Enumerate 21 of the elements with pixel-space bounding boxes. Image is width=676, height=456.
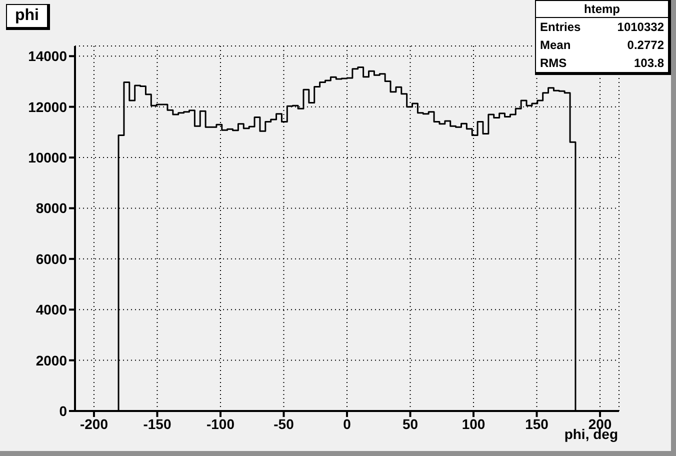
text: htemp	[536, 1, 668, 18]
x-tick-label: -50	[274, 416, 294, 432]
x-tick-label: -100	[206, 416, 235, 432]
y-tick-label: 12000	[28, 98, 68, 115]
y-tick-label: 2000	[36, 352, 68, 368]
text: RMS 103.8	[540, 56, 664, 70]
y-tick-label: 0	[59, 402, 68, 419]
x-tick-label: 0	[343, 416, 352, 432]
x-tick-label: -150	[143, 416, 172, 432]
text: Entries 1010332	[540, 20, 664, 34]
y-tick-label: 8000	[36, 200, 68, 216]
x-tick-label: 150	[525, 416, 549, 432]
chart-title: phi	[6, 4, 50, 30]
y-tick-label: 4000	[36, 302, 68, 318]
x-tick-label: 100	[462, 416, 486, 432]
x-tick-label: -200	[80, 416, 108, 432]
text: Mean 0.2772	[540, 38, 664, 52]
x-tick-label: 50	[402, 416, 418, 432]
y-tick-label: 14000	[28, 48, 68, 64]
y-tick-label: 10000	[28, 150, 68, 166]
y-tick-label: 6000	[36, 250, 68, 267]
